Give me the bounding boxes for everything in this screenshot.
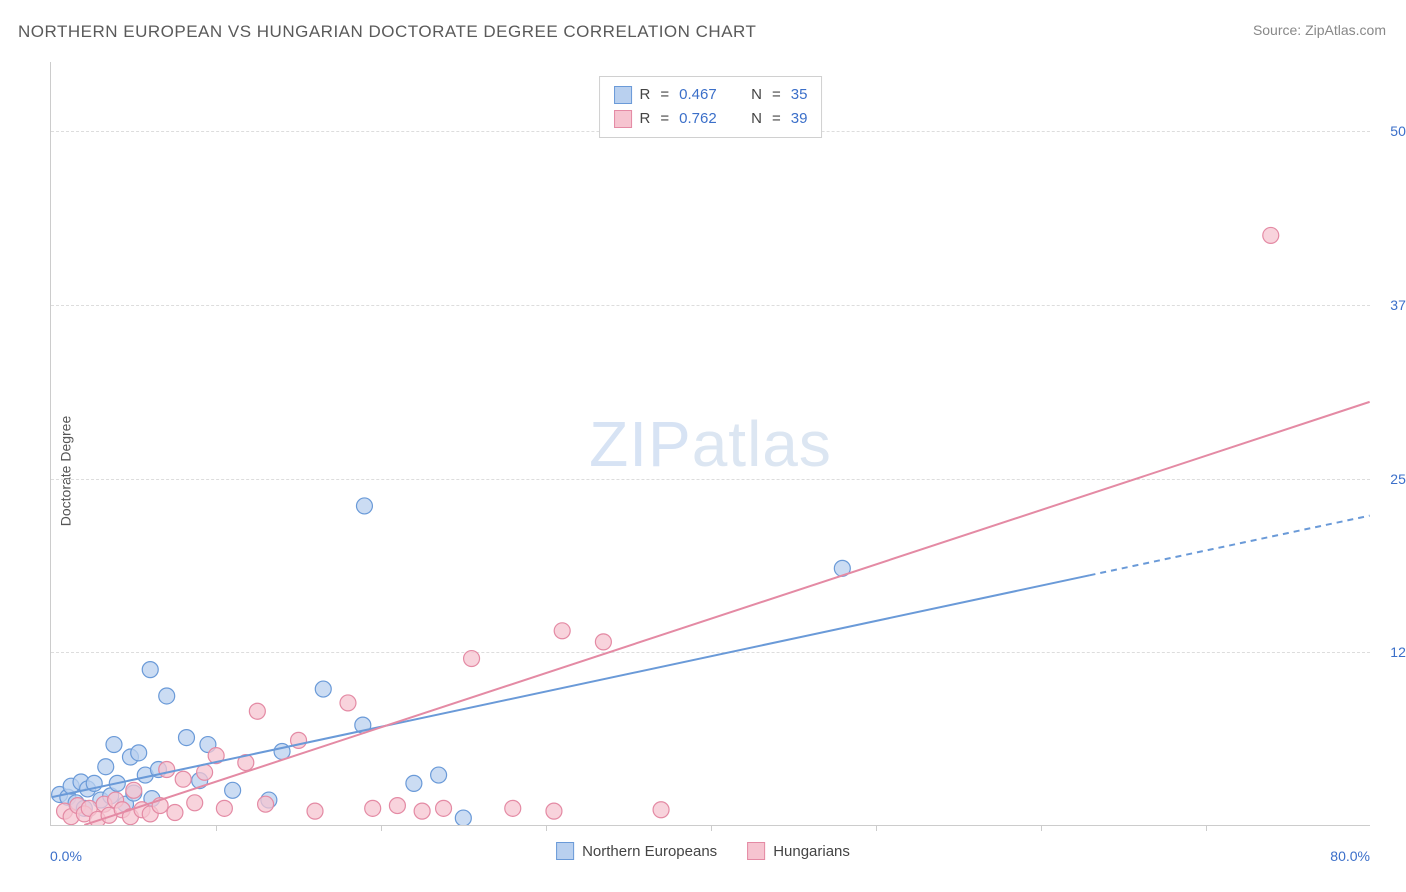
scatter-point xyxy=(159,688,175,704)
x-tick xyxy=(711,825,712,831)
r-label: R xyxy=(640,107,651,131)
chart-title: NORTHERN EUROPEAN VS HUNGARIAN DOCTORATE… xyxy=(18,22,756,42)
series-legend: Northern Europeans Hungarians xyxy=(556,842,850,860)
y-tick-label: 37.5% xyxy=(1375,297,1406,313)
n-label: N xyxy=(751,107,762,131)
stats-legend: R = 0.467 N = 35 R = 0.762 N = 39 xyxy=(599,76,823,138)
legend-swatch xyxy=(747,842,765,860)
r-value: 0.467 xyxy=(679,83,729,107)
scatter-point xyxy=(464,651,480,667)
scatter-point xyxy=(225,782,241,798)
scatter-point xyxy=(106,737,122,753)
series-legend-label: Northern Europeans xyxy=(582,843,717,860)
r-label: R xyxy=(640,83,651,107)
stats-legend-row: R = 0.762 N = 39 xyxy=(614,107,808,131)
trend-line xyxy=(84,402,1369,825)
series-legend-label: Hungarians xyxy=(773,843,850,860)
x-tick xyxy=(876,825,877,831)
scatter-point xyxy=(436,800,452,816)
r-value: 0.762 xyxy=(679,107,729,131)
scatter-point xyxy=(142,662,158,678)
scatter-point xyxy=(505,800,521,816)
plot-area: ZIPatlas R=0.467N=35R=0.762N=39 12.5%25.… xyxy=(50,62,1370,826)
series-legend-item: Northern Europeans xyxy=(556,842,717,860)
scatter-point xyxy=(307,803,323,819)
scatter-point xyxy=(131,745,147,761)
y-tick-label: 50.0% xyxy=(1375,123,1406,139)
scatter-point xyxy=(546,803,562,819)
scatter-point xyxy=(1263,227,1279,243)
eq-sign: = xyxy=(660,107,669,131)
x-tick xyxy=(216,825,217,831)
x-tick xyxy=(1206,825,1207,831)
scatter-point xyxy=(554,623,570,639)
scatter-point xyxy=(178,730,194,746)
x-tick xyxy=(1041,825,1042,831)
y-tick-label: 12.5% xyxy=(1375,644,1406,660)
scatter-point xyxy=(98,759,114,775)
scatter-point xyxy=(126,782,142,798)
scatter-point xyxy=(167,805,183,821)
eq-sign: = xyxy=(772,83,781,107)
scatter-point xyxy=(187,795,203,811)
legend-swatch xyxy=(556,842,574,860)
stats-legend-row: R = 0.467 N = 35 xyxy=(614,83,808,107)
trend-line xyxy=(51,575,1089,797)
scatter-point xyxy=(258,796,274,812)
scatter-point xyxy=(365,800,381,816)
scatter-point xyxy=(315,681,331,697)
scatter-point xyxy=(340,695,356,711)
eq-sign: = xyxy=(772,107,781,131)
chart-container: Doctorate Degree ZIPatlas R=0.467N=35R=0… xyxy=(0,50,1406,892)
n-value: 39 xyxy=(791,107,808,131)
x-axis-min-label: 0.0% xyxy=(50,848,82,864)
source-attribution: Source: ZipAtlas.com xyxy=(1253,22,1386,38)
y-tick-label: 25.0% xyxy=(1375,471,1406,487)
scatter-point xyxy=(653,802,669,818)
scatter-point xyxy=(159,762,175,778)
scatter-svg xyxy=(51,62,1370,825)
scatter-point xyxy=(595,634,611,650)
trend-line-extrapolated xyxy=(1090,516,1370,576)
legend-swatch xyxy=(614,110,632,128)
x-axis-max-label: 80.0% xyxy=(1330,848,1370,864)
eq-sign: = xyxy=(660,83,669,107)
scatter-point xyxy=(216,800,232,816)
legend-swatch xyxy=(614,86,632,104)
scatter-point xyxy=(389,798,405,814)
x-tick xyxy=(381,825,382,831)
x-tick xyxy=(546,825,547,831)
scatter-point xyxy=(175,771,191,787)
n-label: N xyxy=(751,83,762,107)
scatter-point xyxy=(414,803,430,819)
scatter-point xyxy=(356,498,372,514)
scatter-point xyxy=(431,767,447,783)
scatter-point xyxy=(249,703,265,719)
series-legend-item: Hungarians xyxy=(747,842,850,860)
scatter-point xyxy=(455,810,471,825)
n-value: 35 xyxy=(791,83,808,107)
scatter-point xyxy=(406,775,422,791)
